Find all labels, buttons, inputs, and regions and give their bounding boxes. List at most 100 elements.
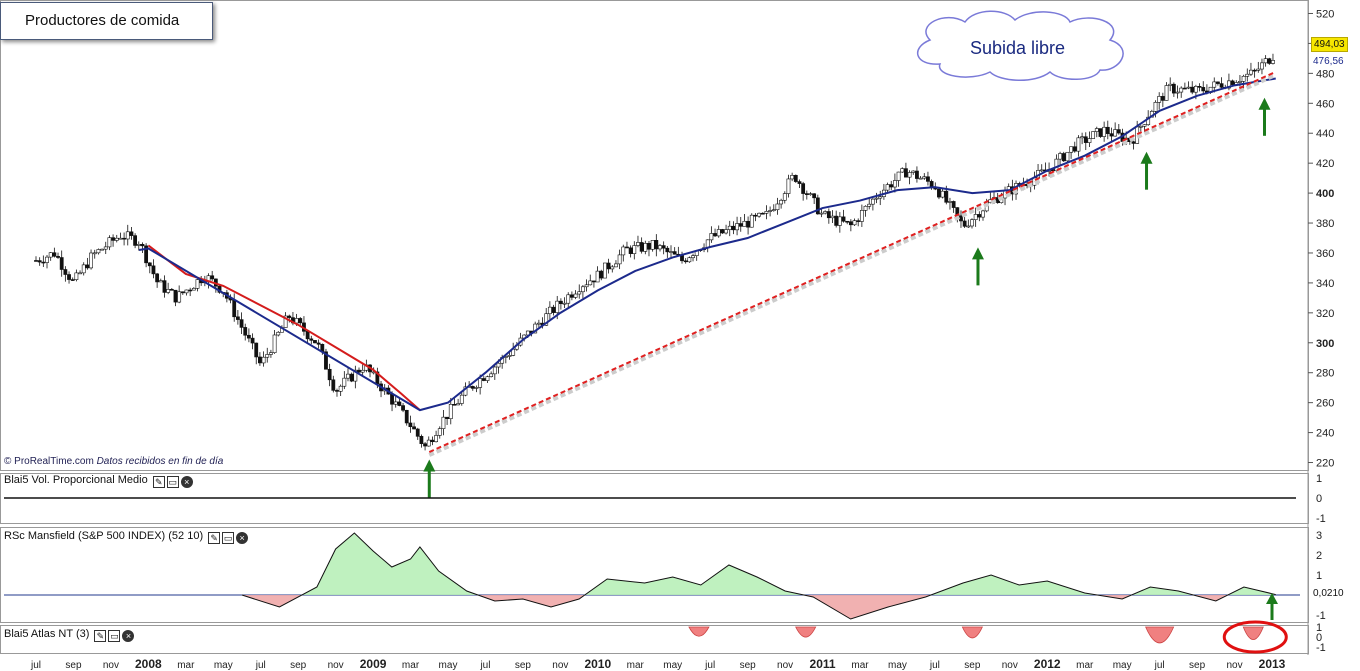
candle-body [716,229,721,237]
candle-body [727,225,732,230]
rsc-tick-label: 3 [1316,530,1322,542]
candle-body [742,220,747,227]
x-tick-label: sep [65,660,82,671]
candle-body [1271,60,1275,64]
trendline-shadow [428,73,1277,457]
candle-body [478,378,483,388]
green-arrow-head [1266,593,1278,604]
candle-body [977,214,982,218]
candle-body [555,300,560,313]
candle-body [713,233,717,237]
candle-body [45,256,49,263]
candle-body [67,274,71,280]
candle-body [357,369,361,373]
candle-body [614,263,618,268]
candle-body [643,243,648,252]
candle-body [452,403,457,406]
candle-body [210,275,215,280]
close-icon[interactable]: × [180,476,193,488]
candle-body [870,198,875,205]
x-tick-label: jul [929,660,940,671]
y-tick-label: 480 [1316,68,1334,80]
candle-body [918,177,923,180]
rsc-indicator-label: RSc Mansfield (S&P 500 INDEX) (52 10) [4,530,204,542]
candle-body [401,405,405,411]
candle-body [610,266,615,270]
candle-body [96,249,101,254]
candle-body [56,255,60,258]
candle-body [672,251,677,255]
candle-body [1227,80,1231,89]
candle-body [397,401,402,406]
candle-body [915,170,919,179]
wrench-icon[interactable]: ✎ [94,630,107,642]
candle-body [1076,137,1081,152]
y-tick-label: 340 [1316,278,1334,290]
candle-body [1171,83,1176,94]
close-icon[interactable]: × [122,630,135,642]
candle-body [283,315,288,328]
window-icon[interactable]: ▭ [166,476,179,488]
data-source: © ProRealTime.com Datos recibidos en fin… [4,456,223,467]
candle-body [1193,86,1198,93]
window-icon[interactable]: ▭ [108,630,121,642]
candle-body [904,168,908,178]
candle-body [419,436,424,444]
close-icon[interactable]: × [236,532,249,544]
x-tick-label: mar [627,660,645,671]
x-tick-label: nov [103,660,119,671]
candle-body [166,289,171,293]
wrench-icon[interactable]: ✎ [152,476,165,488]
candle-body [658,245,662,250]
x-tick-label: jul [479,660,490,671]
candle-body [184,289,189,294]
candle-body [1160,96,1165,101]
candle-body [129,231,134,236]
x-tick-label: 2013 [1259,657,1286,671]
candle-body [1087,138,1092,143]
candle-body [793,175,798,182]
candle-body [951,201,956,208]
x-tick-label: jul [30,660,41,671]
candle-body [536,322,541,325]
y-tick-label: 320 [1316,308,1334,320]
y-tick-label: 240 [1316,428,1334,440]
candle-body [709,233,714,241]
x-tick-label: jul [1154,660,1165,671]
y-tick-label: 520 [1316,8,1334,20]
candle-body [735,223,739,231]
candle-body [404,409,409,424]
candle-body [1131,141,1136,144]
candle-body [81,264,86,274]
candle-body [144,245,149,264]
candle-body [342,377,347,387]
candle-body [287,315,292,318]
candle-body [1190,86,1195,93]
x-tick-label: mar [1076,660,1094,671]
candle-body [1249,69,1253,75]
atlas-dip [795,626,817,638]
candle-body [415,428,420,437]
candle-body [830,215,835,219]
candle-body [158,280,163,283]
x-tick-label: 2009 [360,657,387,671]
candle-body [639,242,644,252]
candle-body [335,390,339,392]
wrench-icon[interactable]: ✎ [208,532,221,544]
window-icon[interactable]: ▭ [222,532,235,544]
candle-body [584,284,589,288]
candle-body [180,291,185,294]
candle-body [1072,146,1077,152]
candle-body [1138,125,1143,128]
candle-body [885,184,890,191]
x-tick-label: 2011 [810,657,836,671]
candle-body [481,378,486,381]
x-tick-label: mar [402,660,420,671]
atlas-panel [0,625,1309,654]
candle-body [1113,129,1118,137]
candle-body [683,260,688,263]
candle-body [195,279,200,289]
candle-body [1157,96,1162,103]
candle-body [111,237,115,241]
candle-body [1065,151,1070,162]
